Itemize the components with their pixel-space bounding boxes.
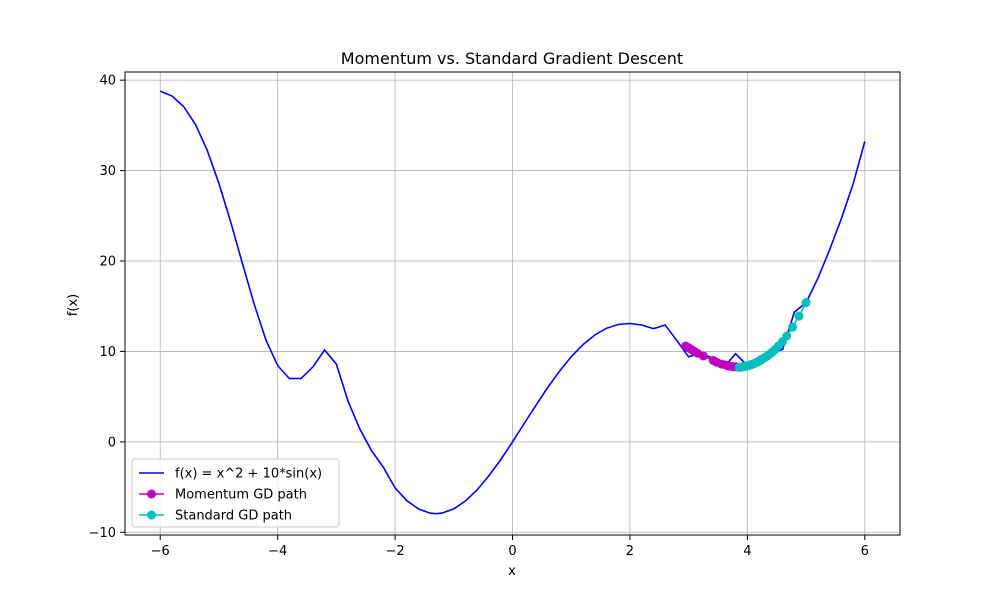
legend-entry-label: f(x) = x^2 + 10*sin(x) (175, 467, 322, 482)
ticks: −6 −4 −2 0 2 4 6 −10 0 10 20 30 40 (89, 74, 869, 559)
x-tick-label: −6 (151, 544, 170, 559)
y-tick-label: 20 (99, 254, 116, 269)
y-tick-label: 0 (108, 435, 116, 450)
legend-box (131, 458, 340, 528)
x-tick-label: −2 (385, 544, 404, 559)
x-tick-label: 0 (508, 544, 516, 559)
standard-point (788, 322, 798, 332)
y-axis-label: f(x) (66, 294, 81, 316)
y-tick-label: 30 (99, 164, 116, 179)
y-tick-label: 40 (99, 74, 116, 89)
standard-point (734, 362, 744, 372)
plot-area (159, 90, 866, 515)
legend: f(x) = x^2 + 10*sin(x) Momentum GD path St… (131, 458, 340, 528)
x-tick-label: −4 (268, 544, 287, 559)
legend-swatch-marker (147, 510, 156, 520)
standard-point (801, 298, 811, 308)
x-tick-label: 2 (626, 544, 634, 559)
x-axis-label: x (508, 564, 516, 579)
legend-swatch-marker (147, 489, 156, 499)
x-tick-label: 4 (743, 544, 751, 559)
y-tick-label: −10 (89, 526, 116, 541)
x-tick-label: 6 (861, 544, 869, 559)
chart-title: Momentum vs. Standard Gradient Descent (341, 49, 683, 68)
legend-entry-label: Standard GD path (175, 509, 292, 524)
y-tick-label: 10 (99, 345, 116, 360)
momentum-point (698, 351, 708, 361)
legend-entry-label: Momentum GD path (175, 488, 307, 503)
standard-point (794, 311, 804, 321)
